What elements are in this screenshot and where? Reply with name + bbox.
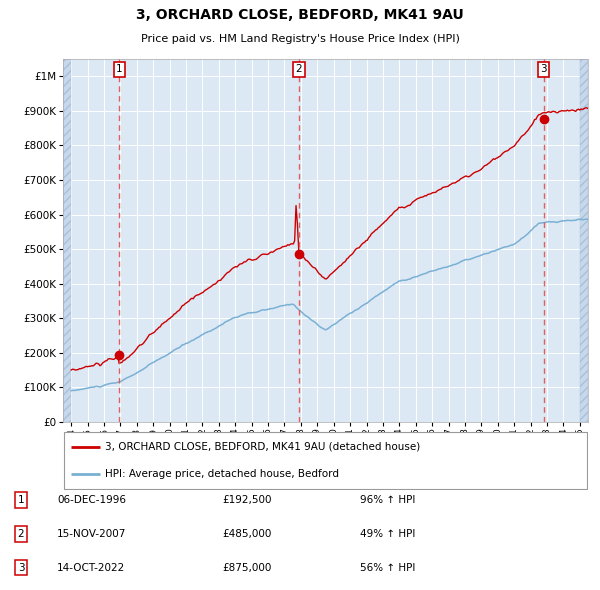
Text: 1: 1 [17, 496, 25, 505]
Text: 49% ↑ HPI: 49% ↑ HPI [360, 529, 415, 539]
Text: £485,000: £485,000 [222, 529, 271, 539]
Text: 2: 2 [296, 64, 302, 74]
Text: HPI: Average price, detached house, Bedford: HPI: Average price, detached house, Bedf… [105, 469, 339, 478]
Text: 3, ORCHARD CLOSE, BEDFORD, MK41 9AU: 3, ORCHARD CLOSE, BEDFORD, MK41 9AU [136, 8, 464, 22]
Bar [63, 59, 71, 422]
Bar [580, 59, 588, 422]
Text: £875,000: £875,000 [222, 563, 271, 572]
Text: 3: 3 [540, 64, 547, 74]
Text: 3: 3 [17, 563, 25, 572]
Text: 06-DEC-1996: 06-DEC-1996 [57, 496, 126, 505]
Text: 3, ORCHARD CLOSE, BEDFORD, MK41 9AU (detached house): 3, ORCHARD CLOSE, BEDFORD, MK41 9AU (det… [105, 442, 420, 451]
Text: £192,500: £192,500 [222, 496, 271, 505]
Bar [63, 59, 71, 422]
Text: Price paid vs. HM Land Registry's House Price Index (HPI): Price paid vs. HM Land Registry's House … [140, 34, 460, 44]
Text: 1: 1 [116, 64, 122, 74]
FancyBboxPatch shape [64, 432, 587, 489]
Text: 14-OCT-2022: 14-OCT-2022 [57, 563, 125, 572]
Text: 56% ↑ HPI: 56% ↑ HPI [360, 563, 415, 572]
Bar [580, 59, 588, 422]
Text: 96% ↑ HPI: 96% ↑ HPI [360, 496, 415, 505]
Text: 2: 2 [17, 529, 25, 539]
Text: 15-NOV-2007: 15-NOV-2007 [57, 529, 127, 539]
